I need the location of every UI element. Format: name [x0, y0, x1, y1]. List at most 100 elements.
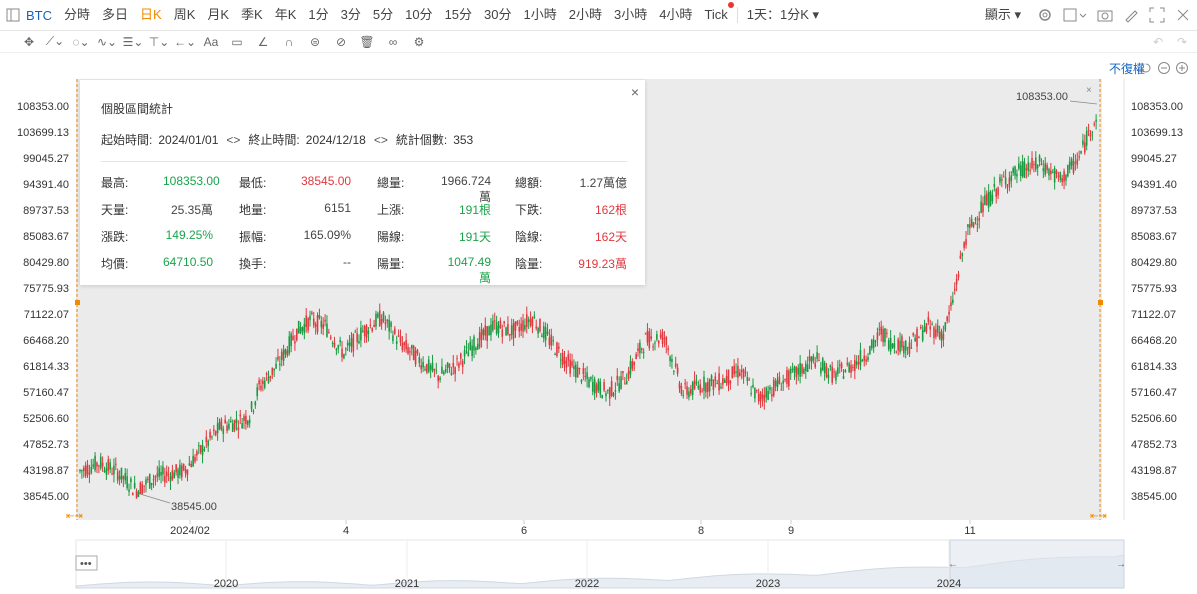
candle-body — [614, 390, 617, 392]
close-icon[interactable]: × — [630, 84, 639, 100]
comment-icon[interactable]: ▭ — [231, 34, 243, 49]
candle-body — [473, 336, 475, 351]
magnet-icon[interactable]: ∩ — [284, 34, 294, 49]
candle-body — [118, 475, 121, 480]
candle-body — [348, 342, 351, 346]
text-tool-icon[interactable]: Aa — [203, 34, 219, 49]
nav-right-handle[interactable]: → — [1116, 559, 1126, 570]
end-stepper-icon[interactable]: <> — [373, 132, 388, 147]
candle-body — [786, 370, 788, 384]
fullscreen-icon[interactable] — [1149, 7, 1165, 23]
end-date[interactable]: 2024/12/18 — [305, 132, 366, 147]
candle-body — [1036, 164, 1039, 169]
candle-body — [252, 410, 255, 412]
tab-timeframe[interactable]: 多日 — [102, 7, 129, 22]
close-window-icon[interactable] — [1175, 7, 1191, 23]
pen-icon[interactable] — [1123, 7, 1139, 23]
tab-timeframe[interactable]: 2小時 — [568, 7, 602, 22]
candle-body — [542, 326, 545, 339]
tab-timeframe[interactable]: 月K — [207, 7, 230, 22]
tab-timeframe[interactable]: 4小時 — [659, 7, 693, 22]
candle-body — [997, 187, 999, 196]
display-select[interactable]: 顯示 ▾ — [984, 7, 1021, 22]
link-icon[interactable]: ∞ — [388, 34, 398, 49]
candle-body — [697, 385, 700, 389]
reset-icon[interactable] — [1139, 61, 1153, 75]
candle-body — [224, 419, 226, 424]
tab-timeframe[interactable]: Tick — [698, 0, 734, 30]
tab-timeframe[interactable]: 10分 — [405, 7, 433, 22]
range-end-handle[interactable] — [1098, 300, 1103, 305]
tab-timeframe[interactable]: 分時 — [64, 7, 91, 22]
candle-body — [522, 320, 524, 332]
low-annotation: 38545.00 — [171, 501, 217, 513]
panel-toggle-icon[interactable] — [6, 8, 20, 22]
candle-body — [322, 324, 324, 329]
redo-icon[interactable]: ↷ — [1176, 34, 1188, 49]
candle-body — [576, 367, 579, 378]
fib-tool-icon[interactable]: ☰⌄ — [122, 34, 144, 49]
wave-tool-icon[interactable]: ∿⌄ — [96, 34, 118, 49]
candle-body — [1019, 165, 1022, 177]
candle-body — [448, 363, 451, 368]
divider — [736, 7, 738, 23]
tab-timeframe[interactable]: 3分 — [340, 7, 361, 22]
restore-select[interactable]: 不復權 — [1108, 62, 1145, 76]
candle-body — [493, 320, 496, 322]
start-stepper-icon[interactable]: <> — [226, 132, 241, 147]
lock-icon[interactable]: ⊜ — [309, 34, 321, 49]
navigator-menu-icon[interactable]: ••• — [80, 558, 92, 570]
range-start-handle[interactable] — [75, 300, 80, 305]
tab-timeframe[interactable]: 1小時 — [523, 7, 557, 22]
candle-body — [991, 194, 994, 202]
gear-icon[interactable] — [1037, 7, 1053, 23]
symbol-label[interactable]: BTC — [26, 7, 52, 23]
tab-timeframe[interactable]: 3小時 — [613, 7, 648, 22]
high-close-icon[interactable]: × — [1086, 85, 1092, 96]
hide-icon[interactable]: ⊘ — [335, 34, 347, 49]
candle-body — [382, 312, 385, 322]
move-icon[interactable]: ✥ — [23, 34, 35, 49]
tab-timeframe[interactable]: 1分 — [308, 7, 329, 22]
candle-body — [846, 362, 849, 365]
candle-body — [642, 351, 645, 353]
candle-body — [618, 383, 620, 392]
measure-tool-icon[interactable]: ⊤⌄ — [148, 34, 170, 49]
candle-body — [706, 382, 709, 392]
tab-timeframe[interactable]: 15分 — [444, 7, 473, 22]
nav-left-handle[interactable]: ← — [948, 559, 958, 570]
tab-timeframe[interactable]: 5分 — [372, 7, 394, 22]
range-left-arrows[interactable]: ⇤⇥ — [66, 511, 83, 522]
undo-icon[interactable]: ↶ — [1152, 34, 1164, 49]
zoom-in-icon[interactable] — [1175, 61, 1189, 75]
shape-tool-icon[interactable]: ◌⌄ — [72, 34, 90, 49]
navigator-menu-button[interactable] — [75, 555, 98, 571]
y-tick-label-right: 38545.00 — [1131, 491, 1177, 503]
candle-body — [99, 456, 102, 469]
tab-timeframe[interactable]: 日K — [140, 7, 162, 22]
trash-icon[interactable]: 🗑 — [359, 34, 375, 49]
tab-timeframe[interactable]: 季K — [241, 7, 263, 22]
candle-body — [486, 326, 488, 341]
candle-body — [1089, 133, 1092, 137]
candle-body — [559, 359, 562, 361]
start-date[interactable]: 2024/01/01 — [158, 132, 219, 147]
tab-timeframe[interactable]: 年K — [274, 7, 297, 22]
ruler-icon[interactable]: ∠ — [257, 34, 269, 49]
candle-body — [535, 326, 538, 329]
line-tool-icon[interactable]: ⟋⌄ — [45, 34, 65, 48]
candle-body — [207, 440, 209, 447]
candle-body — [546, 331, 549, 334]
interval-select[interactable]: 1天：1分K ▾ — [746, 7, 820, 22]
settings-icon[interactable]: ⚙ — [413, 34, 425, 49]
arrow-tool-icon[interactable]: ←⌄ — [173, 34, 197, 49]
zoom-out-icon[interactable] — [1157, 61, 1171, 75]
tab-timeframe[interactable]: 30分 — [484, 7, 512, 22]
tab-timeframe[interactable]: 周K — [173, 7, 196, 22]
candle-body — [767, 390, 769, 400]
range-right-arrows[interactable]: ⇤⇥ — [1090, 511, 1107, 522]
square-icon[interactable] — [1063, 7, 1087, 23]
candle-body — [982, 203, 984, 213]
camera-icon[interactable] — [1097, 7, 1113, 23]
navigator-selection[interactable] — [949, 539, 1125, 589]
